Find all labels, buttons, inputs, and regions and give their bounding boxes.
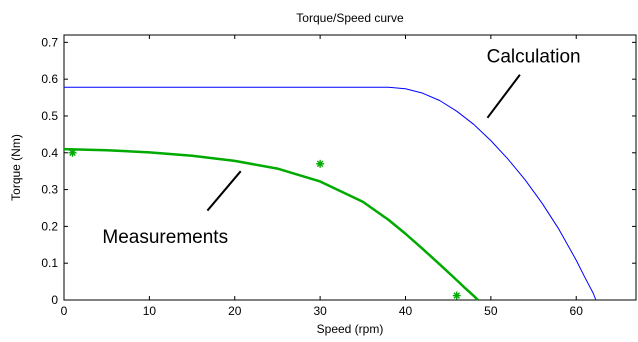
y-tick-label: 0.4 xyxy=(41,146,58,160)
x-tick-label: 50 xyxy=(484,304,498,318)
x-axis-title: Speed (rpm) xyxy=(317,322,384,336)
x-tick-label: 10 xyxy=(143,304,157,318)
measurement-point xyxy=(68,148,77,157)
axes-frame xyxy=(63,34,637,301)
calculation-series-line xyxy=(64,86,597,301)
y-tick-label: 0.5 xyxy=(41,109,58,123)
measurement-point-stroke xyxy=(453,292,461,299)
measurement-point-stroke xyxy=(316,160,324,168)
y-tick-label: 0.1 xyxy=(41,256,58,270)
y-axis-title: Torque (Nm) xyxy=(9,134,23,201)
measurements-annotation-label: Measurements xyxy=(102,227,228,248)
y-tick-label: 0 xyxy=(51,293,58,307)
chart-title: Torque/Speed curve xyxy=(296,11,404,25)
x-tick-label: 0 xyxy=(61,304,68,318)
measurement-fit-series-line xyxy=(64,147,479,301)
y-tick-label: 0.6 xyxy=(41,72,58,86)
y-tick-label: 0.7 xyxy=(41,35,58,49)
x-tick-label: 60 xyxy=(570,304,584,318)
x-tick-label: 20 xyxy=(228,304,242,318)
calculation-annotation-label: Calculation xyxy=(487,47,581,68)
calculation-annotation-pointer xyxy=(486,74,521,119)
measurement-point xyxy=(452,291,461,300)
x-tick-label: 40 xyxy=(399,304,413,318)
y-tick-label: 0.3 xyxy=(41,183,58,197)
x-tick-label: 30 xyxy=(313,304,327,318)
measurement-point xyxy=(316,159,325,168)
measurements-annotation-pointer xyxy=(206,170,242,212)
y-tick-label: 0.2 xyxy=(41,219,58,233)
measurement-point-stroke xyxy=(69,149,76,157)
plot-area: 0 10 20 30 40 50 60 0 0.1 0.2 0.3 0.4 0.5 0.6 0.7 Calcu… xyxy=(41,34,637,318)
